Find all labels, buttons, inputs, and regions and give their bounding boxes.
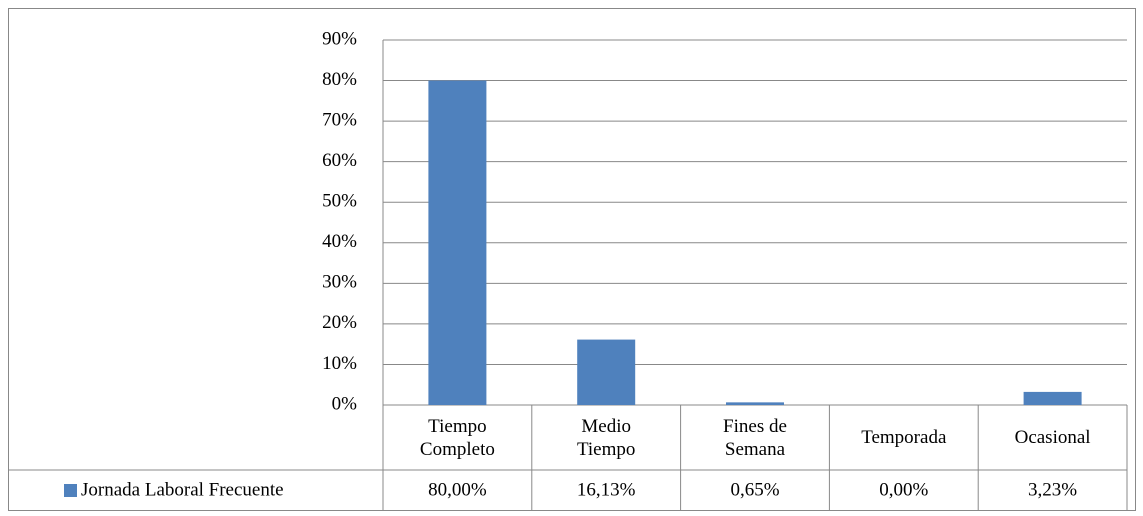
x-tick-label: Fines de Semana	[681, 405, 830, 470]
y-tick-label: 0%	[332, 393, 358, 414]
data-table-value: 0,65%	[730, 479, 779, 500]
x-tick-label-text: Fines de Semana	[723, 415, 787, 460]
y-tick-label: 10%	[322, 353, 357, 374]
legend-label: Jornada Laboral Frecuente	[81, 479, 284, 500]
x-tick-label: Tiempo Completo	[383, 405, 532, 470]
x-tick-label-text: Tiempo Completo	[419, 415, 495, 460]
y-tick-label: 60%	[322, 150, 357, 171]
x-tick-label-text: Temporada	[861, 427, 947, 448]
x-tick-label-text: Medio Tiempo	[576, 415, 636, 460]
bar	[577, 339, 636, 405]
data-table-value: 80,00%	[428, 479, 487, 500]
y-tick-label: 50%	[322, 191, 357, 212]
y-tick-label: 20%	[322, 312, 357, 333]
bar	[726, 402, 784, 405]
y-tick-label: 80%	[322, 69, 357, 90]
bar	[428, 80, 487, 406]
x-tick-label: Medio Tiempo	[532, 405, 681, 470]
data-table-value: 16,13%	[577, 479, 636, 500]
x-tick-label-text: Ocasional	[1014, 427, 1091, 448]
y-tick-label: 70%	[322, 109, 357, 130]
x-tick-label: Ocasional	[978, 405, 1127, 470]
data-table-value: 0,00%	[879, 479, 928, 500]
y-tick-label: 40%	[322, 231, 357, 252]
y-tick-label: 90%	[322, 28, 357, 49]
data-table-value: 3,23%	[1028, 479, 1077, 500]
chart-border	[8, 8, 1136, 511]
x-tick-label: Temporada	[829, 405, 978, 470]
bar	[1023, 391, 1082, 405]
y-tick-label: 30%	[322, 272, 357, 293]
legend-swatch	[64, 484, 77, 497]
